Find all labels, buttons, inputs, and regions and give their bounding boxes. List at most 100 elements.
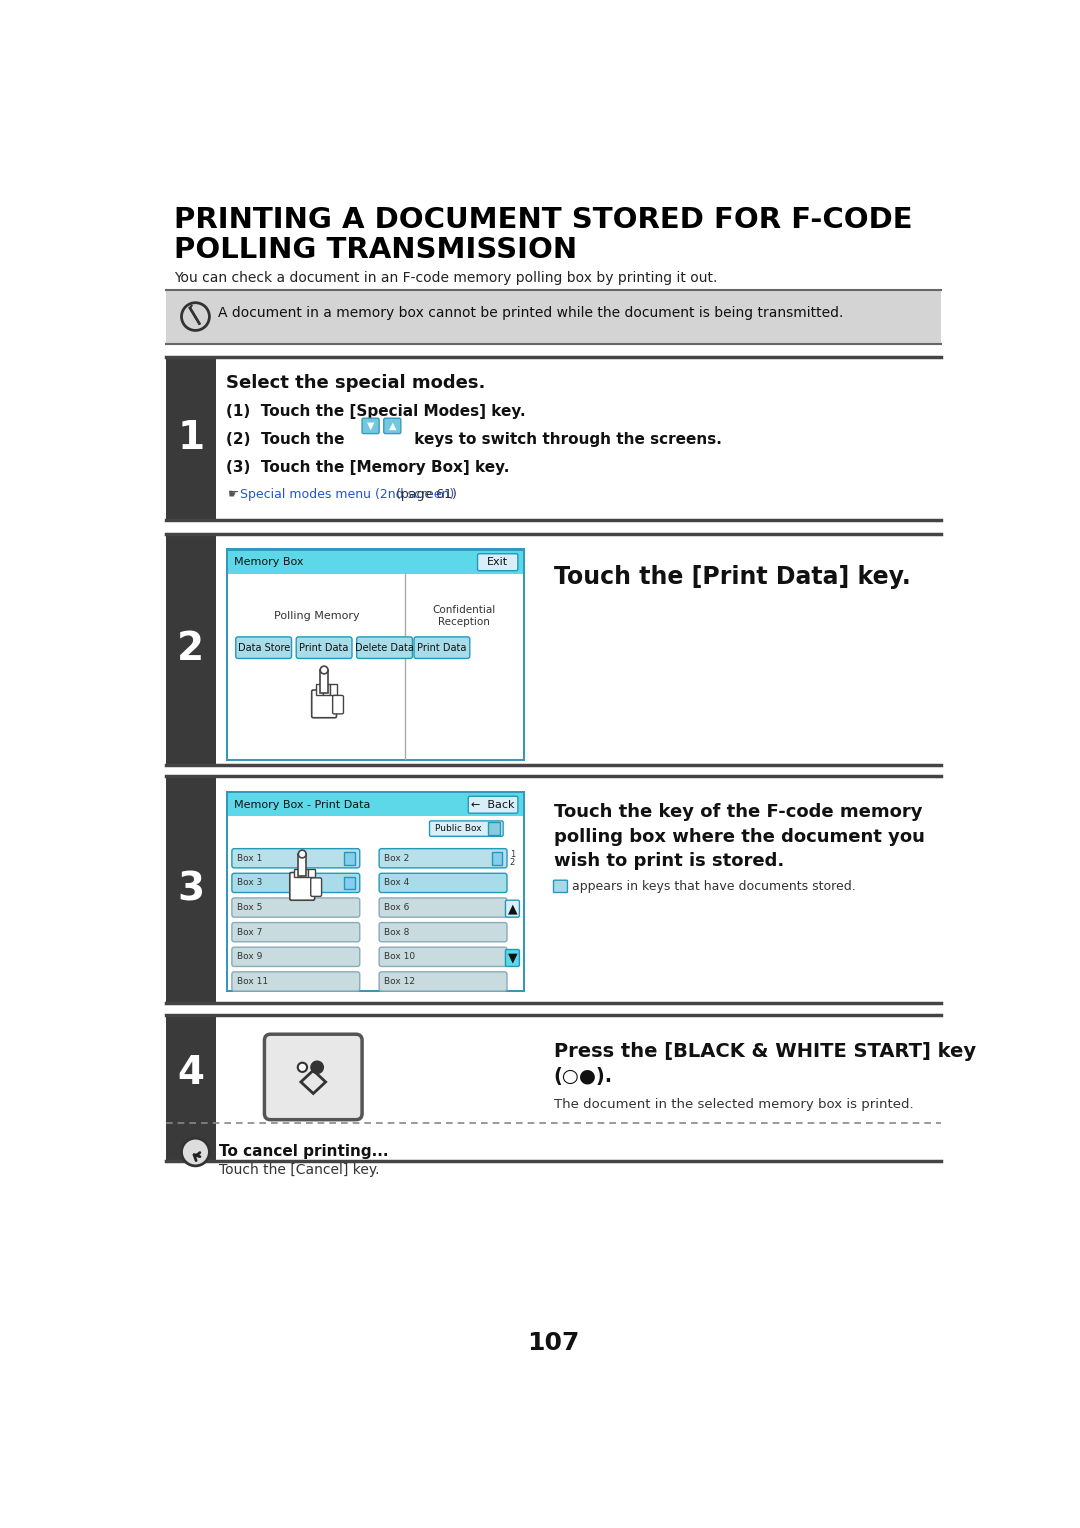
- Text: Touch the [Print Data] key.: Touch the [Print Data] key.: [554, 564, 910, 588]
- Circle shape: [181, 1138, 210, 1166]
- FancyBboxPatch shape: [379, 848, 507, 868]
- Text: Select the special modes.: Select the special modes.: [227, 373, 486, 391]
- Text: Box 10: Box 10: [383, 952, 415, 961]
- FancyBboxPatch shape: [379, 923, 507, 941]
- Bar: [228, 793, 523, 990]
- Text: Delete Data: Delete Data: [355, 643, 414, 652]
- Text: (○●).: (○●).: [554, 1068, 612, 1086]
- FancyBboxPatch shape: [232, 972, 360, 992]
- Text: appears in keys that have documents stored.: appears in keys that have documents stor…: [572, 880, 855, 894]
- Text: 107: 107: [527, 1331, 580, 1355]
- Text: ▲: ▲: [389, 420, 396, 431]
- Text: 3: 3: [177, 871, 204, 909]
- Text: POLLING TRANSMISSION: POLLING TRANSMISSION: [174, 235, 577, 264]
- Text: You can check a document in an F-code memory polling box by printing it out.: You can check a document in an F-code me…: [174, 270, 717, 286]
- Text: Box 2: Box 2: [383, 854, 409, 863]
- Text: 4: 4: [177, 1054, 204, 1091]
- Text: 2: 2: [177, 630, 204, 668]
- Bar: [228, 793, 523, 816]
- Text: Box 1: Box 1: [237, 854, 261, 863]
- Text: ←  Back: ← Back: [471, 799, 515, 810]
- Circle shape: [298, 1062, 307, 1073]
- Text: Box 8: Box 8: [383, 927, 409, 937]
- FancyBboxPatch shape: [232, 898, 360, 917]
- FancyBboxPatch shape: [356, 637, 413, 659]
- Text: ▼: ▼: [367, 420, 375, 431]
- Bar: [166, 1015, 216, 1161]
- Text: keys to switch through the screens.: keys to switch through the screens.: [408, 432, 721, 448]
- Bar: [309, 869, 314, 877]
- Text: 1: 1: [177, 419, 204, 457]
- FancyBboxPatch shape: [383, 419, 401, 434]
- Text: Special modes menu (2nd screen): Special modes menu (2nd screen): [241, 487, 455, 501]
- Bar: [228, 550, 523, 758]
- Bar: [321, 669, 328, 694]
- Text: The document in the selected memory box is printed.: The document in the selected memory box …: [554, 1099, 913, 1111]
- FancyBboxPatch shape: [477, 553, 517, 570]
- Text: PRINTING A DOCUMENT STORED FOR F-CODE: PRINTING A DOCUMENT STORED FOR F-CODE: [174, 206, 913, 234]
- Bar: [298, 854, 306, 876]
- Bar: [166, 290, 941, 344]
- Bar: [316, 685, 323, 695]
- FancyBboxPatch shape: [379, 898, 507, 917]
- Bar: [301, 869, 308, 877]
- Text: Box 9: Box 9: [237, 952, 261, 961]
- FancyBboxPatch shape: [333, 695, 343, 714]
- Text: Touch the [Cancel] key.: Touch the [Cancel] key.: [218, 1163, 379, 1177]
- Text: Public Box: Public Box: [435, 824, 482, 833]
- FancyBboxPatch shape: [289, 872, 314, 900]
- Bar: [345, 853, 355, 865]
- FancyBboxPatch shape: [379, 947, 507, 966]
- Text: ▲: ▲: [508, 902, 517, 915]
- Text: Exit: Exit: [487, 558, 509, 567]
- Bar: [166, 356, 216, 520]
- Bar: [491, 853, 502, 865]
- Text: Memory Box - Print Data: Memory Box - Print Data: [234, 799, 370, 810]
- Text: Box 6: Box 6: [383, 903, 409, 912]
- Text: Polling Memory: Polling Memory: [273, 611, 360, 620]
- Text: (1)  Touch the [Special Modes] key.: (1) Touch the [Special Modes] key.: [227, 405, 526, 419]
- FancyBboxPatch shape: [265, 1034, 362, 1120]
- Text: To cancel printing...: To cancel printing...: [218, 1144, 388, 1160]
- Text: ☛: ☛: [228, 487, 240, 501]
- Text: Print Data: Print Data: [417, 643, 467, 652]
- Bar: [226, 549, 525, 761]
- Text: (3)  Touch the [Memory Box] key.: (3) Touch the [Memory Box] key.: [227, 460, 510, 475]
- FancyBboxPatch shape: [362, 419, 379, 434]
- FancyBboxPatch shape: [554, 880, 567, 892]
- Text: 1
2: 1 2: [510, 850, 515, 866]
- FancyBboxPatch shape: [379, 972, 507, 992]
- FancyBboxPatch shape: [505, 949, 519, 966]
- Bar: [330, 685, 337, 695]
- Bar: [226, 792, 525, 992]
- Text: Box 11: Box 11: [237, 976, 268, 986]
- Text: Box 5: Box 5: [237, 903, 261, 912]
- Text: Box 12: Box 12: [383, 976, 415, 986]
- Text: (2)  Touch the: (2) Touch the: [227, 432, 350, 448]
- Bar: [166, 533, 216, 764]
- Bar: [295, 869, 300, 877]
- Text: Touch the key of the F-code memory: Touch the key of the F-code memory: [554, 804, 922, 821]
- Text: wish to print is stored.: wish to print is stored.: [554, 853, 784, 871]
- Text: Box 7: Box 7: [237, 927, 261, 937]
- Text: ▼: ▼: [508, 952, 517, 964]
- FancyBboxPatch shape: [311, 879, 322, 897]
- Circle shape: [321, 666, 328, 674]
- Bar: [228, 550, 523, 573]
- Text: (page 61): (page 61): [392, 487, 457, 501]
- Text: Data Store: Data Store: [238, 643, 289, 652]
- Text: A document in a memory box cannot be printed while the document is being transmi: A document in a memory box cannot be pri…: [218, 306, 843, 319]
- Text: Press the [BLACK & WHITE START] key: Press the [BLACK & WHITE START] key: [554, 1042, 975, 1060]
- Bar: [488, 822, 500, 834]
- FancyBboxPatch shape: [232, 923, 360, 941]
- Text: polling box where the document you: polling box where the document you: [554, 828, 924, 847]
- Bar: [166, 776, 216, 1004]
- Text: Box 3: Box 3: [237, 879, 261, 888]
- FancyBboxPatch shape: [430, 821, 503, 836]
- Circle shape: [298, 850, 306, 857]
- Text: Print Data: Print Data: [299, 643, 349, 652]
- FancyBboxPatch shape: [312, 691, 337, 718]
- Bar: [323, 685, 329, 695]
- FancyBboxPatch shape: [505, 900, 519, 917]
- Text: Box 4: Box 4: [383, 879, 409, 888]
